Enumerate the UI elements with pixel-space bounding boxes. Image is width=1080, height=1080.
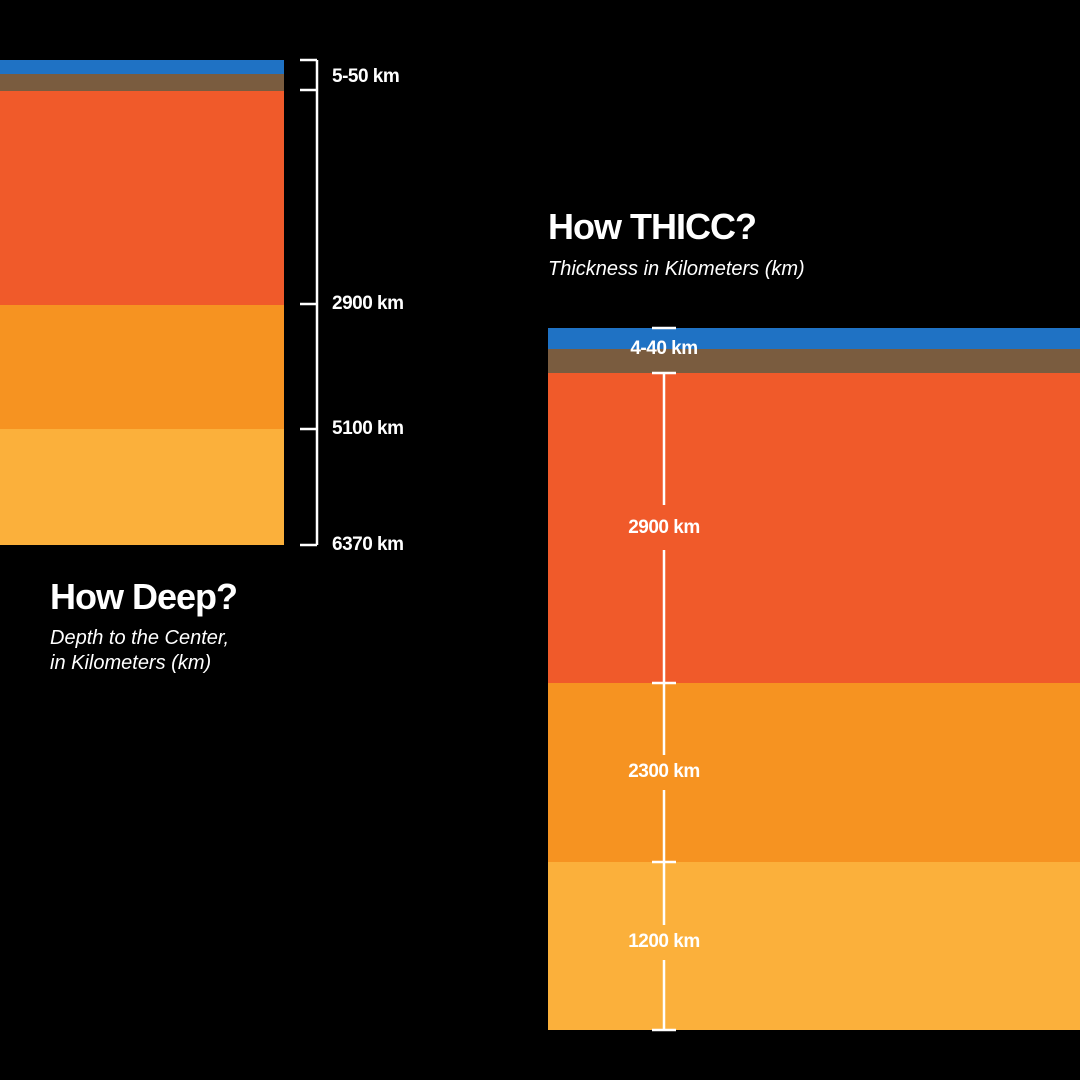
thickness-label-crust: 4-40 km bbox=[630, 338, 698, 359]
depth-scale-bracket bbox=[300, 58, 319, 547]
depth-mantle-band bbox=[0, 91, 284, 305]
thickness-label-mantle: 2900 km bbox=[628, 517, 700, 538]
thickness-inner-core-band bbox=[548, 862, 1080, 1030]
depth-subtitle-line2: in Kilometers (km) bbox=[50, 652, 212, 674]
depth-outer-core-band bbox=[0, 305, 284, 429]
depth-crust-ocean-band bbox=[0, 60, 284, 74]
thickness-mantle-band bbox=[548, 373, 1080, 683]
depth-label-mantle: 2900 km bbox=[332, 293, 404, 314]
depth-subtitle-line1: Depth to the Center, bbox=[50, 627, 230, 649]
thickness-crust-ocean-band bbox=[548, 328, 1080, 349]
depth-label-outer-core: 5100 km bbox=[332, 418, 404, 439]
thickness-title: How THICC? bbox=[548, 206, 757, 247]
thickness-scale-bracket bbox=[652, 326, 676, 1032]
thickness-label-inner-core: 1200 km bbox=[628, 931, 700, 952]
thickness-crust-land-band bbox=[548, 349, 1080, 373]
depth-title: How Deep? bbox=[50, 576, 238, 617]
depth-crust-land-band bbox=[0, 74, 284, 91]
thickness-outer-core-band bbox=[548, 683, 1080, 862]
thickness-label-outer-core: 2300 km bbox=[628, 761, 700, 782]
depth-label-center: 6370 km bbox=[332, 534, 404, 555]
thickness-subtitle: Thickness in Kilometers (km) bbox=[548, 258, 805, 280]
depth-inner-core-band bbox=[0, 429, 284, 545]
depth-label-crust: 5-50 km bbox=[332, 66, 400, 87]
